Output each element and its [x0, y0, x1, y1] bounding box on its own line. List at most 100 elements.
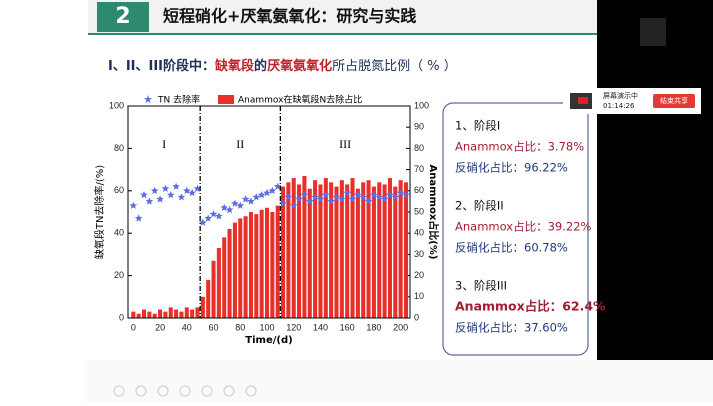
- star-point: [332, 193, 341, 201]
- y-tick-label: 60: [114, 185, 124, 195]
- bar: [270, 212, 275, 318]
- star-point: [252, 193, 261, 201]
- bar: [152, 313, 157, 318]
- star-point: [273, 182, 282, 190]
- star-point: [161, 184, 170, 192]
- bar: [211, 260, 216, 318]
- denitrification-share: 反硝化占比：37.60%: [455, 321, 568, 335]
- bar: [190, 309, 195, 318]
- legend-swatch: [218, 95, 234, 104]
- y-axis-label: 缺氧段TN去除率/(%): [93, 165, 106, 259]
- slide-number: 2: [115, 4, 130, 29]
- star-point: [359, 193, 367, 201]
- bar: [393, 186, 398, 318]
- star-point: [167, 191, 175, 199]
- bar: [366, 180, 371, 318]
- anammox-share: Anammox占比：3.78%: [455, 140, 584, 154]
- star-point: [209, 210, 218, 218]
- anammox-share: Anammox占比：39.22%: [455, 220, 592, 234]
- bar: [398, 180, 403, 318]
- bar: [339, 180, 344, 318]
- phase-label: I: [162, 137, 166, 151]
- star-point: [295, 195, 303, 203]
- bar: [307, 188, 312, 318]
- bar: [387, 178, 392, 318]
- bar: [403, 182, 409, 318]
- bar: [361, 182, 366, 318]
- star-point: [241, 195, 250, 203]
- bar: [206, 279, 211, 318]
- bar: [371, 186, 376, 318]
- plot-frame: [127, 105, 411, 319]
- bar: [232, 222, 237, 318]
- share-time: 01:14:26: [603, 102, 635, 110]
- star-point: [364, 197, 373, 205]
- star-point: [316, 195, 325, 203]
- bar: [259, 209, 264, 318]
- x-tick-label: 120: [286, 322, 301, 332]
- bar: [195, 307, 200, 318]
- bar: [382, 184, 387, 318]
- bar: [131, 311, 136, 318]
- phase-label: III: [339, 137, 351, 151]
- slide-title: 短程硝化+厌氧氨氧化：研究与实践: [163, 7, 416, 26]
- star-point: [193, 184, 202, 192]
- bar: [243, 216, 248, 318]
- bar: [275, 205, 280, 318]
- star-point: [386, 191, 394, 199]
- star-point: [204, 214, 212, 222]
- star-point: [279, 199, 287, 207]
- legend-label: TN 去除率: [157, 94, 200, 106]
- y2-axis-label: Anammox占比(%): [427, 165, 440, 260]
- y2-tick-label: 30: [414, 249, 424, 259]
- star-point: [396, 188, 405, 197]
- star-point: [236, 201, 245, 209]
- star-point: [402, 191, 410, 199]
- bar: [323, 178, 328, 318]
- legend-star: ★: [143, 93, 153, 106]
- x-tick-label: 140: [313, 322, 328, 332]
- star-point: [263, 188, 271, 197]
- y-tick-label: 0: [119, 312, 124, 322]
- bar: [302, 175, 307, 318]
- stop-share-label[interactable]: 结束共享: [660, 96, 688, 105]
- bar: [238, 218, 243, 318]
- bar: [318, 184, 323, 318]
- y-tick-label: 80: [114, 143, 124, 153]
- denitrification-share: 反硝化占比：60.78%: [455, 241, 568, 255]
- star-point: [348, 195, 357, 203]
- stop-share-button[interactable]: [653, 94, 695, 108]
- bar: [329, 182, 334, 318]
- bar: [355, 188, 360, 318]
- y2-tick-label: 40: [414, 228, 424, 238]
- phase-heading: 1、阶段I: [455, 119, 500, 133]
- star-point: [268, 186, 277, 194]
- legend-label: Anammox在缺氧段N去除占比: [238, 94, 362, 106]
- star-point: [311, 193, 319, 201]
- bar: [163, 311, 168, 318]
- y2-tick-label: 50: [414, 206, 424, 216]
- x-tick-label: 40: [182, 322, 192, 332]
- bar: [264, 207, 270, 318]
- x-axis-label: Time/(d): [245, 335, 292, 346]
- bar: [200, 296, 205, 318]
- bar: [254, 214, 259, 318]
- star-point: [380, 195, 389, 203]
- star-point: [199, 218, 207, 226]
- star-point: [338, 195, 346, 203]
- star-point: [354, 191, 362, 199]
- bar: [350, 178, 355, 318]
- star-point: [370, 191, 378, 199]
- bar: [248, 212, 253, 318]
- bar: [147, 311, 152, 318]
- y2-tick-label: 60: [414, 185, 424, 195]
- star-point: [306, 197, 314, 205]
- star-point: [225, 205, 234, 214]
- bar: [345, 184, 350, 318]
- toolbar-icons: [113, 385, 257, 397]
- video-area: [597, 0, 713, 360]
- star-point: [156, 195, 164, 203]
- toolbar: [85, 360, 713, 402]
- star-point: [172, 182, 180, 190]
